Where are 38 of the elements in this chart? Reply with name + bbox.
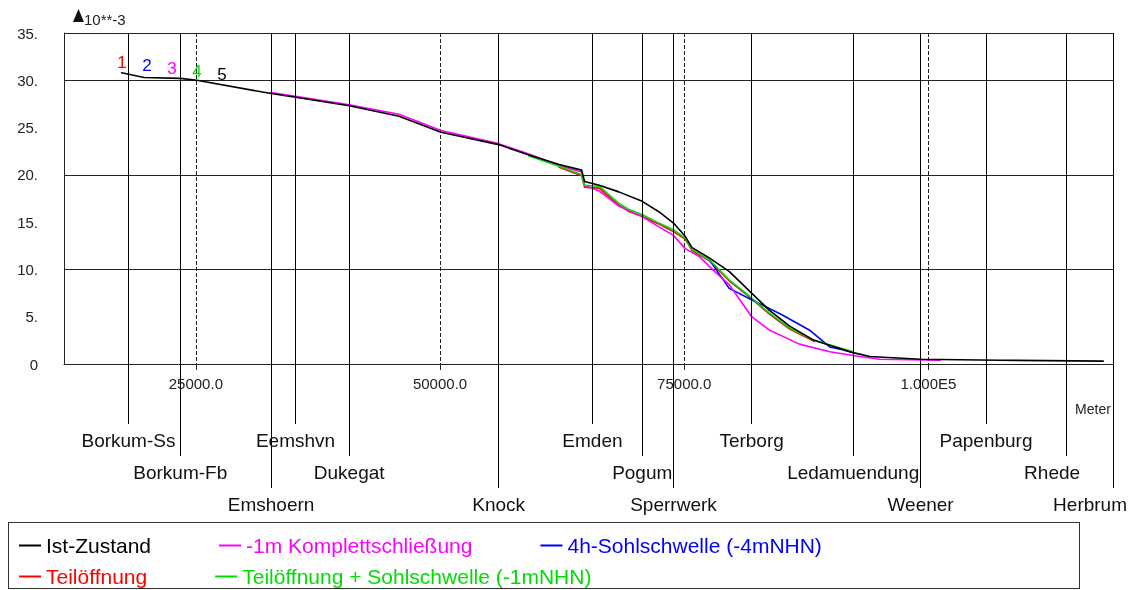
ref-line-label: Herbrum (1053, 494, 1127, 515)
ref-line-label: Weener (887, 494, 955, 515)
ref-line-label: Knock (472, 494, 526, 515)
y-tick-label: 30. (17, 71, 38, 89)
ref-line-label: Rhede (1024, 462, 1081, 483)
y-tick-label: 15. (17, 213, 38, 231)
ref-line-label: Ledamuendung (787, 462, 920, 483)
legend-label: Teilöffnung (46, 565, 148, 588)
y-tick-label: 10. (17, 260, 38, 278)
ref-line-label: Sperrwerk (630, 494, 718, 515)
y-tick-label: 20. (17, 166, 38, 184)
y-tick-label: 0 (29, 355, 38, 373)
ref-line-label: Borkum-Fb (133, 462, 228, 483)
y-tick-label: 25. (17, 119, 38, 137)
annotation: 3 (167, 58, 177, 78)
y-axis-title: 10**-3 (84, 11, 126, 28)
line-series (528, 155, 854, 353)
y-tick-label: 5. (25, 308, 38, 326)
legend-label: 4h-Sohlschwelle (-4mNHN) (567, 534, 822, 557)
legend-label: Teilöffnung + Sohlschwelle (-1mNHN) (242, 565, 592, 588)
legend-label: -1m Komplettschließung (246, 534, 473, 557)
y-tick-label: 35. (17, 24, 38, 42)
ref-line-label: Emden (562, 430, 623, 451)
ref-line-label: Emshoern (227, 494, 315, 515)
annotation: 1 (117, 52, 127, 72)
line-series (558, 166, 815, 343)
ref-line-label: Dukegat (313, 462, 386, 483)
annotation: 4 (192, 61, 202, 81)
x-axis-title: Meter (1075, 401, 1112, 417)
ref-line-label: Pogum (612, 462, 673, 483)
annotation: 2 (142, 55, 152, 75)
ref-line-label: Papenburg (939, 430, 1033, 451)
ref-line-label: Terborg (719, 430, 784, 451)
legend-label: Ist-Zustand (46, 534, 152, 557)
x-tick-label: 50000.0 (412, 375, 468, 392)
annotation: 5 (217, 64, 227, 84)
line-series (270, 91, 941, 362)
ref-line-label: Borkum-Ss (81, 430, 176, 451)
